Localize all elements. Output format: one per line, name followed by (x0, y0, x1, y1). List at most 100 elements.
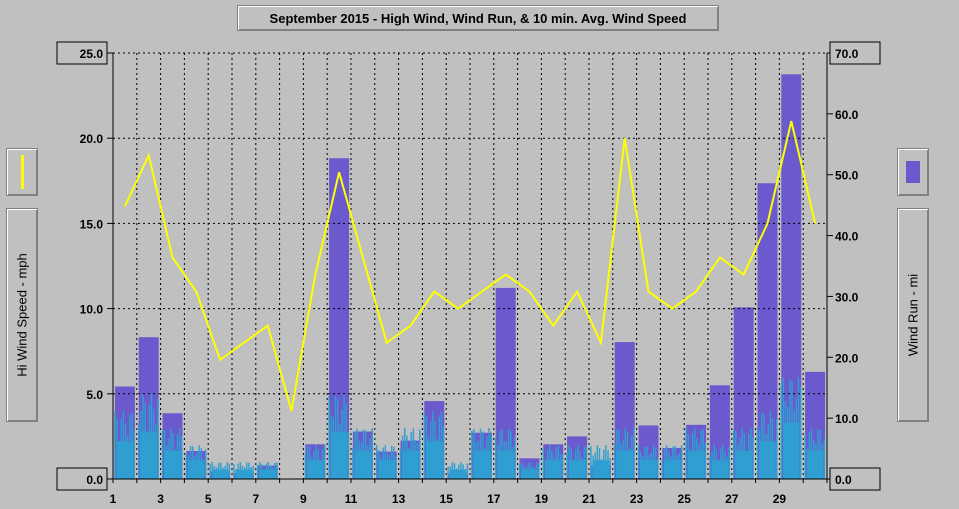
hi-wind-line (123, 120, 817, 412)
x-tick-label: 5 (205, 492, 212, 506)
right-tick-label: 0.0 (835, 473, 852, 487)
avg-wind-spike (323, 445, 326, 479)
avg-wind-block (782, 422, 800, 479)
avg-wind-spike (657, 458, 659, 479)
avg-wind-spike (514, 436, 516, 479)
avg-wind-block (521, 469, 538, 479)
right-tick-box (829, 467, 881, 491)
avg-wind-block (735, 450, 753, 479)
avg-wind-spike (538, 463, 540, 479)
avg-wind-spike (137, 422, 140, 479)
avg-wind-spike (375, 444, 378, 479)
right-tick-label: 30.0 (835, 290, 859, 304)
avg-wind-spike (471, 430, 473, 479)
avg-wind-block (330, 432, 348, 479)
avg-wind-block (616, 450, 634, 479)
avg-wind-block (306, 460, 324, 479)
left-tick-label: 5.0 (86, 388, 103, 402)
avg-wind-block (259, 469, 277, 479)
avg-wind-spike (728, 446, 730, 479)
avg-wind-spike (542, 448, 545, 479)
left-tick-label: 0.0 (86, 473, 103, 487)
avg-wind-spike (256, 464, 259, 479)
avg-wind-block (164, 450, 181, 479)
avg-wind-spike (685, 427, 687, 479)
avg-wind-spike (490, 434, 492, 479)
avg-wind-spike (347, 432, 350, 479)
hi-wind-legend-swatch (21, 155, 24, 189)
left-tick-label: 10.0 (80, 303, 104, 317)
x-tick-label: 9 (300, 492, 307, 506)
avg-wind-spike (637, 445, 640, 479)
x-tick-label: 25 (678, 492, 692, 506)
avg-wind-spike (823, 438, 826, 479)
avg-wind-spike (304, 454, 307, 479)
avg-wind-block (806, 450, 824, 479)
avg-wind-spike (157, 399, 159, 479)
avg-wind-spike (228, 463, 231, 479)
chart-title: September 2015 - High Wind, Wind Run, & … (237, 5, 719, 31)
avg-wind-block (140, 432, 158, 479)
avg-wind-spike (704, 442, 707, 479)
x-tick-label: 1 (110, 492, 117, 506)
avg-wind-block (116, 441, 134, 479)
avg-wind-block (211, 469, 229, 479)
right-axis-label-panel: Wind Run - mi (897, 208, 929, 422)
avg-wind-block (449, 469, 467, 479)
avg-wind-block (402, 450, 419, 479)
right-tick-label: 70.0 (835, 47, 859, 61)
right-tick-box (829, 41, 881, 65)
avg-wind-spike (252, 465, 254, 479)
avg-wind-spike (609, 457, 611, 479)
avg-wind-spike (518, 464, 521, 479)
left-tick-label: 25.0 (80, 47, 104, 61)
avg-wind-spike (799, 387, 802, 479)
avg-wind-spike (328, 395, 330, 479)
avg-wind-spike (204, 449, 207, 479)
avg-wind-block (497, 450, 515, 479)
avg-wind-spike (494, 437, 497, 479)
avg-wind-spike (352, 447, 354, 479)
avg-wind-spike (233, 464, 235, 479)
avg-wind-spike (419, 429, 421, 479)
avg-wind-block (592, 460, 610, 479)
avg-wind-spike (566, 452, 568, 479)
x-tick-label: 29 (773, 492, 787, 506)
avg-wind-spike (371, 428, 373, 479)
avg-wind-spike (709, 456, 711, 479)
avg-wind-spike (752, 437, 754, 479)
avg-wind-spike (395, 456, 397, 479)
avg-wind-block (425, 441, 443, 479)
avg-wind-spike (185, 452, 188, 479)
left-axis-label-panel: Hi Wind Speed - mph (6, 208, 38, 422)
avg-wind-block (354, 450, 372, 479)
right-tick-label: 10.0 (835, 412, 859, 426)
left-tick-label: 20.0 (80, 132, 104, 146)
x-tick-label: 17 (487, 492, 501, 506)
x-tick-label: 23 (630, 492, 644, 506)
left-tick-label: 15.0 (80, 217, 104, 231)
avg-wind-spike (442, 426, 445, 479)
avg-wind-spike (613, 444, 616, 479)
x-tick-label: 27 (725, 492, 739, 506)
avg-wind-spike (780, 384, 783, 479)
avg-wind-spike (680, 445, 683, 479)
right-tick-label: 40.0 (835, 230, 859, 244)
hi-wind-legend-panel (6, 148, 38, 196)
x-tick-label: 11 (345, 492, 358, 506)
x-tick-label: 7 (252, 492, 259, 506)
wind-run-bar (757, 183, 778, 479)
avg-wind-spike (561, 454, 564, 479)
avg-wind-block (544, 460, 562, 479)
x-tick-label: 15 (440, 492, 454, 506)
avg-wind-block (663, 460, 681, 479)
avg-wind-block (378, 460, 396, 479)
avg-wind-block (759, 441, 776, 479)
wind-run-legend-panel (897, 148, 929, 196)
avg-wind-spike (585, 445, 588, 479)
avg-wind-spike (633, 427, 635, 479)
avg-wind-spike (181, 436, 183, 479)
avg-wind-spike (161, 429, 164, 479)
avg-wind-spike (423, 411, 426, 479)
